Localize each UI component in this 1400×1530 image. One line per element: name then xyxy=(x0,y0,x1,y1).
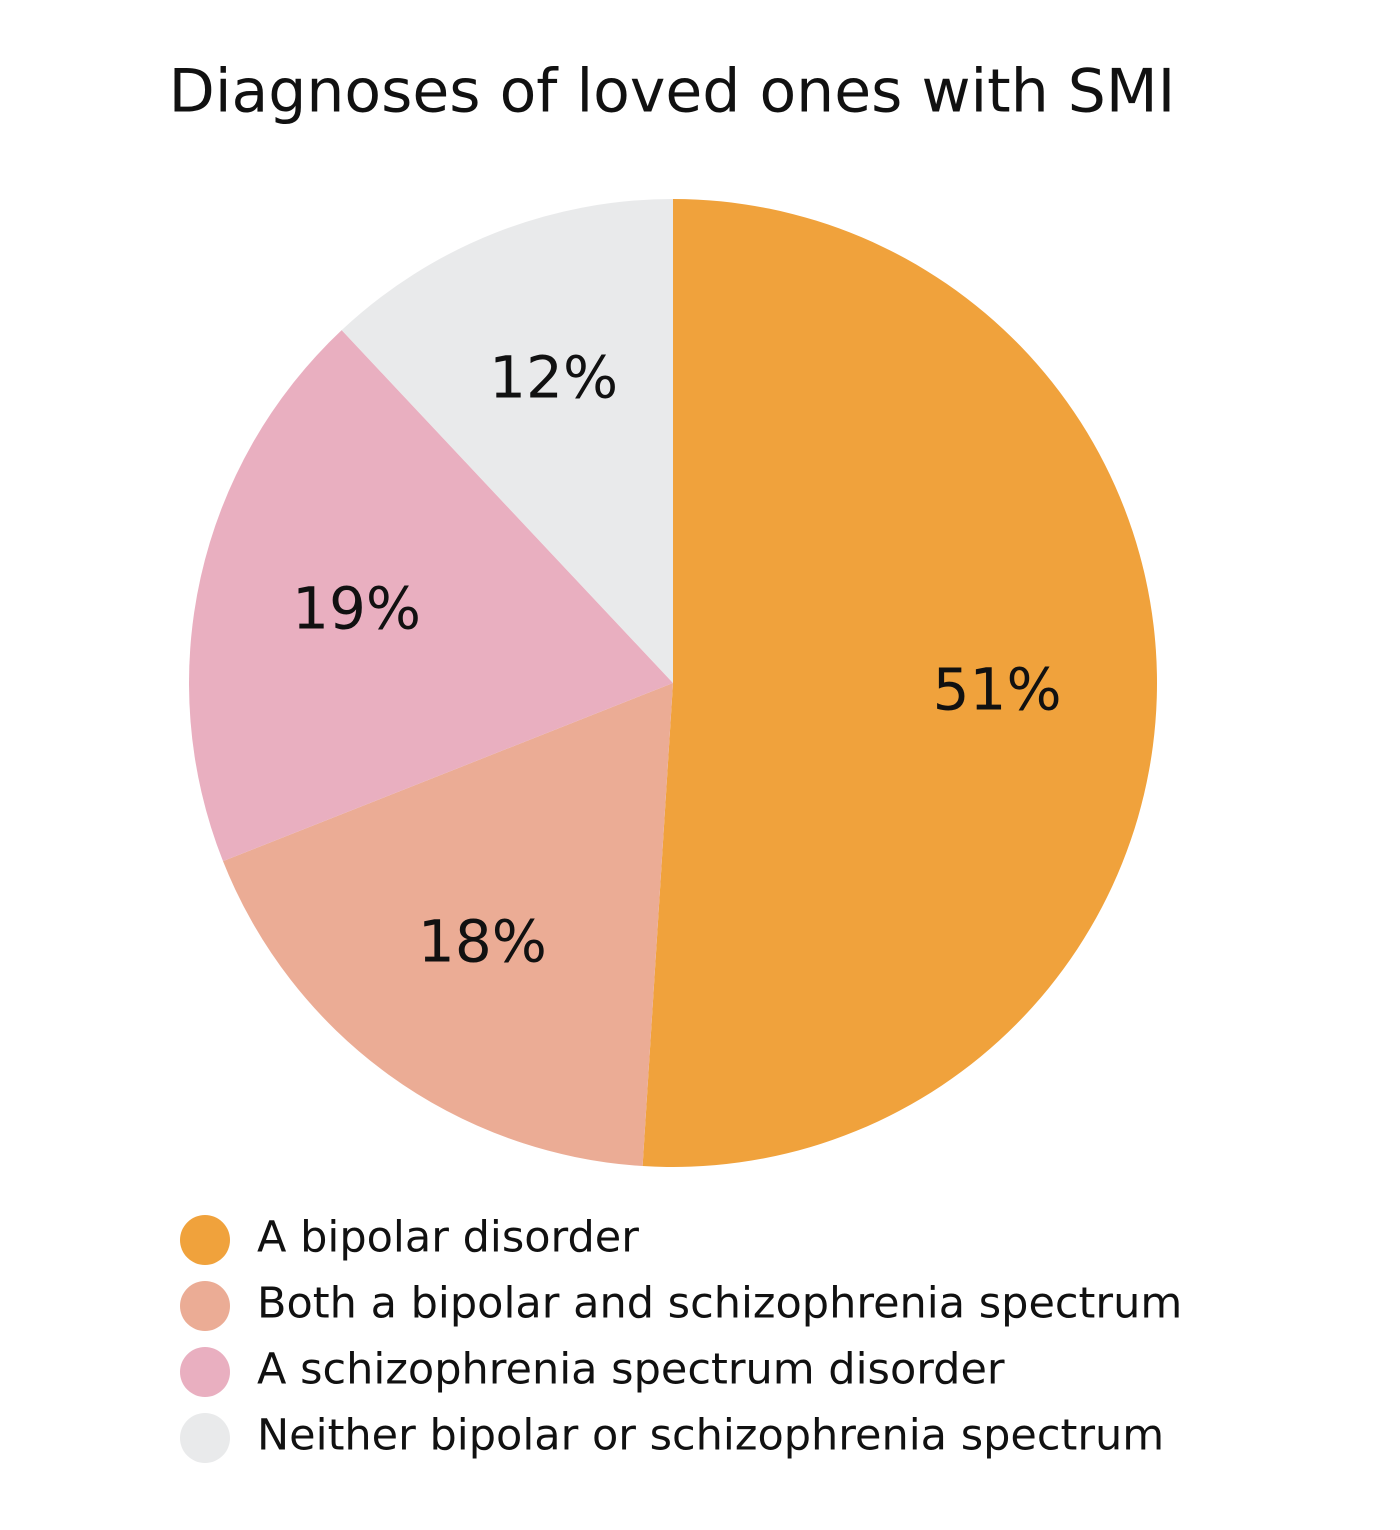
pie-slice xyxy=(189,330,673,862)
pie-slice xyxy=(642,199,1158,1167)
legend-label: A bipolar disorder xyxy=(257,1213,639,1263)
legend-swatch xyxy=(180,1215,230,1265)
chart-title: Diagnoses of loved ones with SMI xyxy=(169,57,1176,127)
legend-swatch xyxy=(180,1347,230,1397)
legend-swatch xyxy=(180,1281,230,1331)
pie-slice xyxy=(222,683,674,1167)
slice-label: 19% xyxy=(292,574,421,642)
slice-label: 18% xyxy=(418,907,547,975)
slice-label: 51% xyxy=(933,655,1062,723)
legend-label: Neither bipolar or schizophrenia spectru… xyxy=(257,1411,1164,1461)
legend-swatch xyxy=(180,1413,230,1463)
pie-slice xyxy=(341,199,673,683)
legend-label: Both a bipolar and schizophrenia spectru… xyxy=(257,1279,1182,1329)
slice-label: 12% xyxy=(489,344,618,412)
legend-label: A schizophrenia spectrum disorder xyxy=(257,1345,1005,1395)
